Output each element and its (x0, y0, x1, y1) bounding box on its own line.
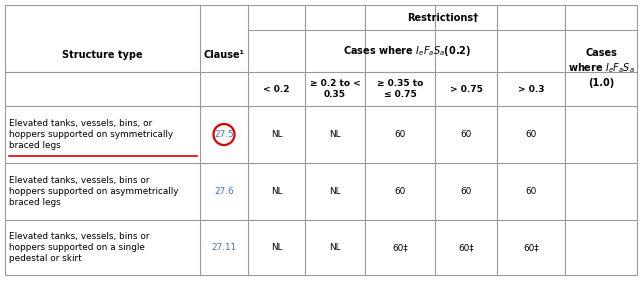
Text: Elevated tanks, vessels, bins or
hoppers supported on asymmetrically
braced legs: Elevated tanks, vessels, bins or hoppers… (9, 176, 178, 207)
Text: Elevated tanks, vessels, bins, or
hoppers supported on symmetrically
braced legs: Elevated tanks, vessels, bins, or hopper… (9, 119, 173, 150)
Text: 27.6: 27.6 (214, 187, 234, 196)
Text: 60: 60 (525, 130, 537, 139)
Text: 60‡: 60‡ (458, 243, 474, 252)
Text: NL: NL (329, 187, 341, 196)
Text: < 0.2: < 0.2 (263, 85, 290, 94)
Text: 60: 60 (394, 130, 406, 139)
Text: 60: 60 (525, 187, 537, 196)
Text: Restrictions†: Restrictions† (407, 12, 478, 22)
Text: 60: 60 (394, 187, 406, 196)
Text: ≥ 0.2 to <
0.35: ≥ 0.2 to < 0.35 (309, 79, 360, 99)
Text: 60‡: 60‡ (392, 243, 408, 252)
Text: NL: NL (271, 243, 282, 252)
Text: Cases where $\mathit{I_eF_aS_a}$(0.2): Cases where $\mathit{I_eF_aS_a}$(0.2) (343, 44, 471, 58)
Text: 60: 60 (460, 130, 472, 139)
Text: Clause¹: Clause¹ (204, 51, 245, 60)
Text: NL: NL (271, 187, 282, 196)
Text: NL: NL (329, 243, 341, 252)
Text: Elevated tanks, vessels, bins or
hoppers supported on a single
pedestal or skirt: Elevated tanks, vessels, bins or hoppers… (9, 232, 150, 263)
Text: 27.11: 27.11 (211, 243, 237, 252)
Text: NL: NL (271, 130, 282, 139)
Text: 60‡: 60‡ (523, 243, 539, 252)
Text: Structure type: Structure type (62, 51, 143, 60)
Text: ≥ 0.35 to
≤ 0.75: ≥ 0.35 to ≤ 0.75 (377, 79, 423, 99)
Text: > 0.75: > 0.75 (449, 85, 482, 94)
Text: 27.5: 27.5 (214, 130, 234, 139)
Text: 60: 60 (460, 187, 472, 196)
Text: Cases
where $\mathit{I_eF_aS_a}$
(1.0): Cases where $\mathit{I_eF_aS_a}$ (1.0) (568, 47, 634, 89)
Text: NL: NL (329, 130, 341, 139)
Text: > 0.3: > 0.3 (517, 85, 544, 94)
